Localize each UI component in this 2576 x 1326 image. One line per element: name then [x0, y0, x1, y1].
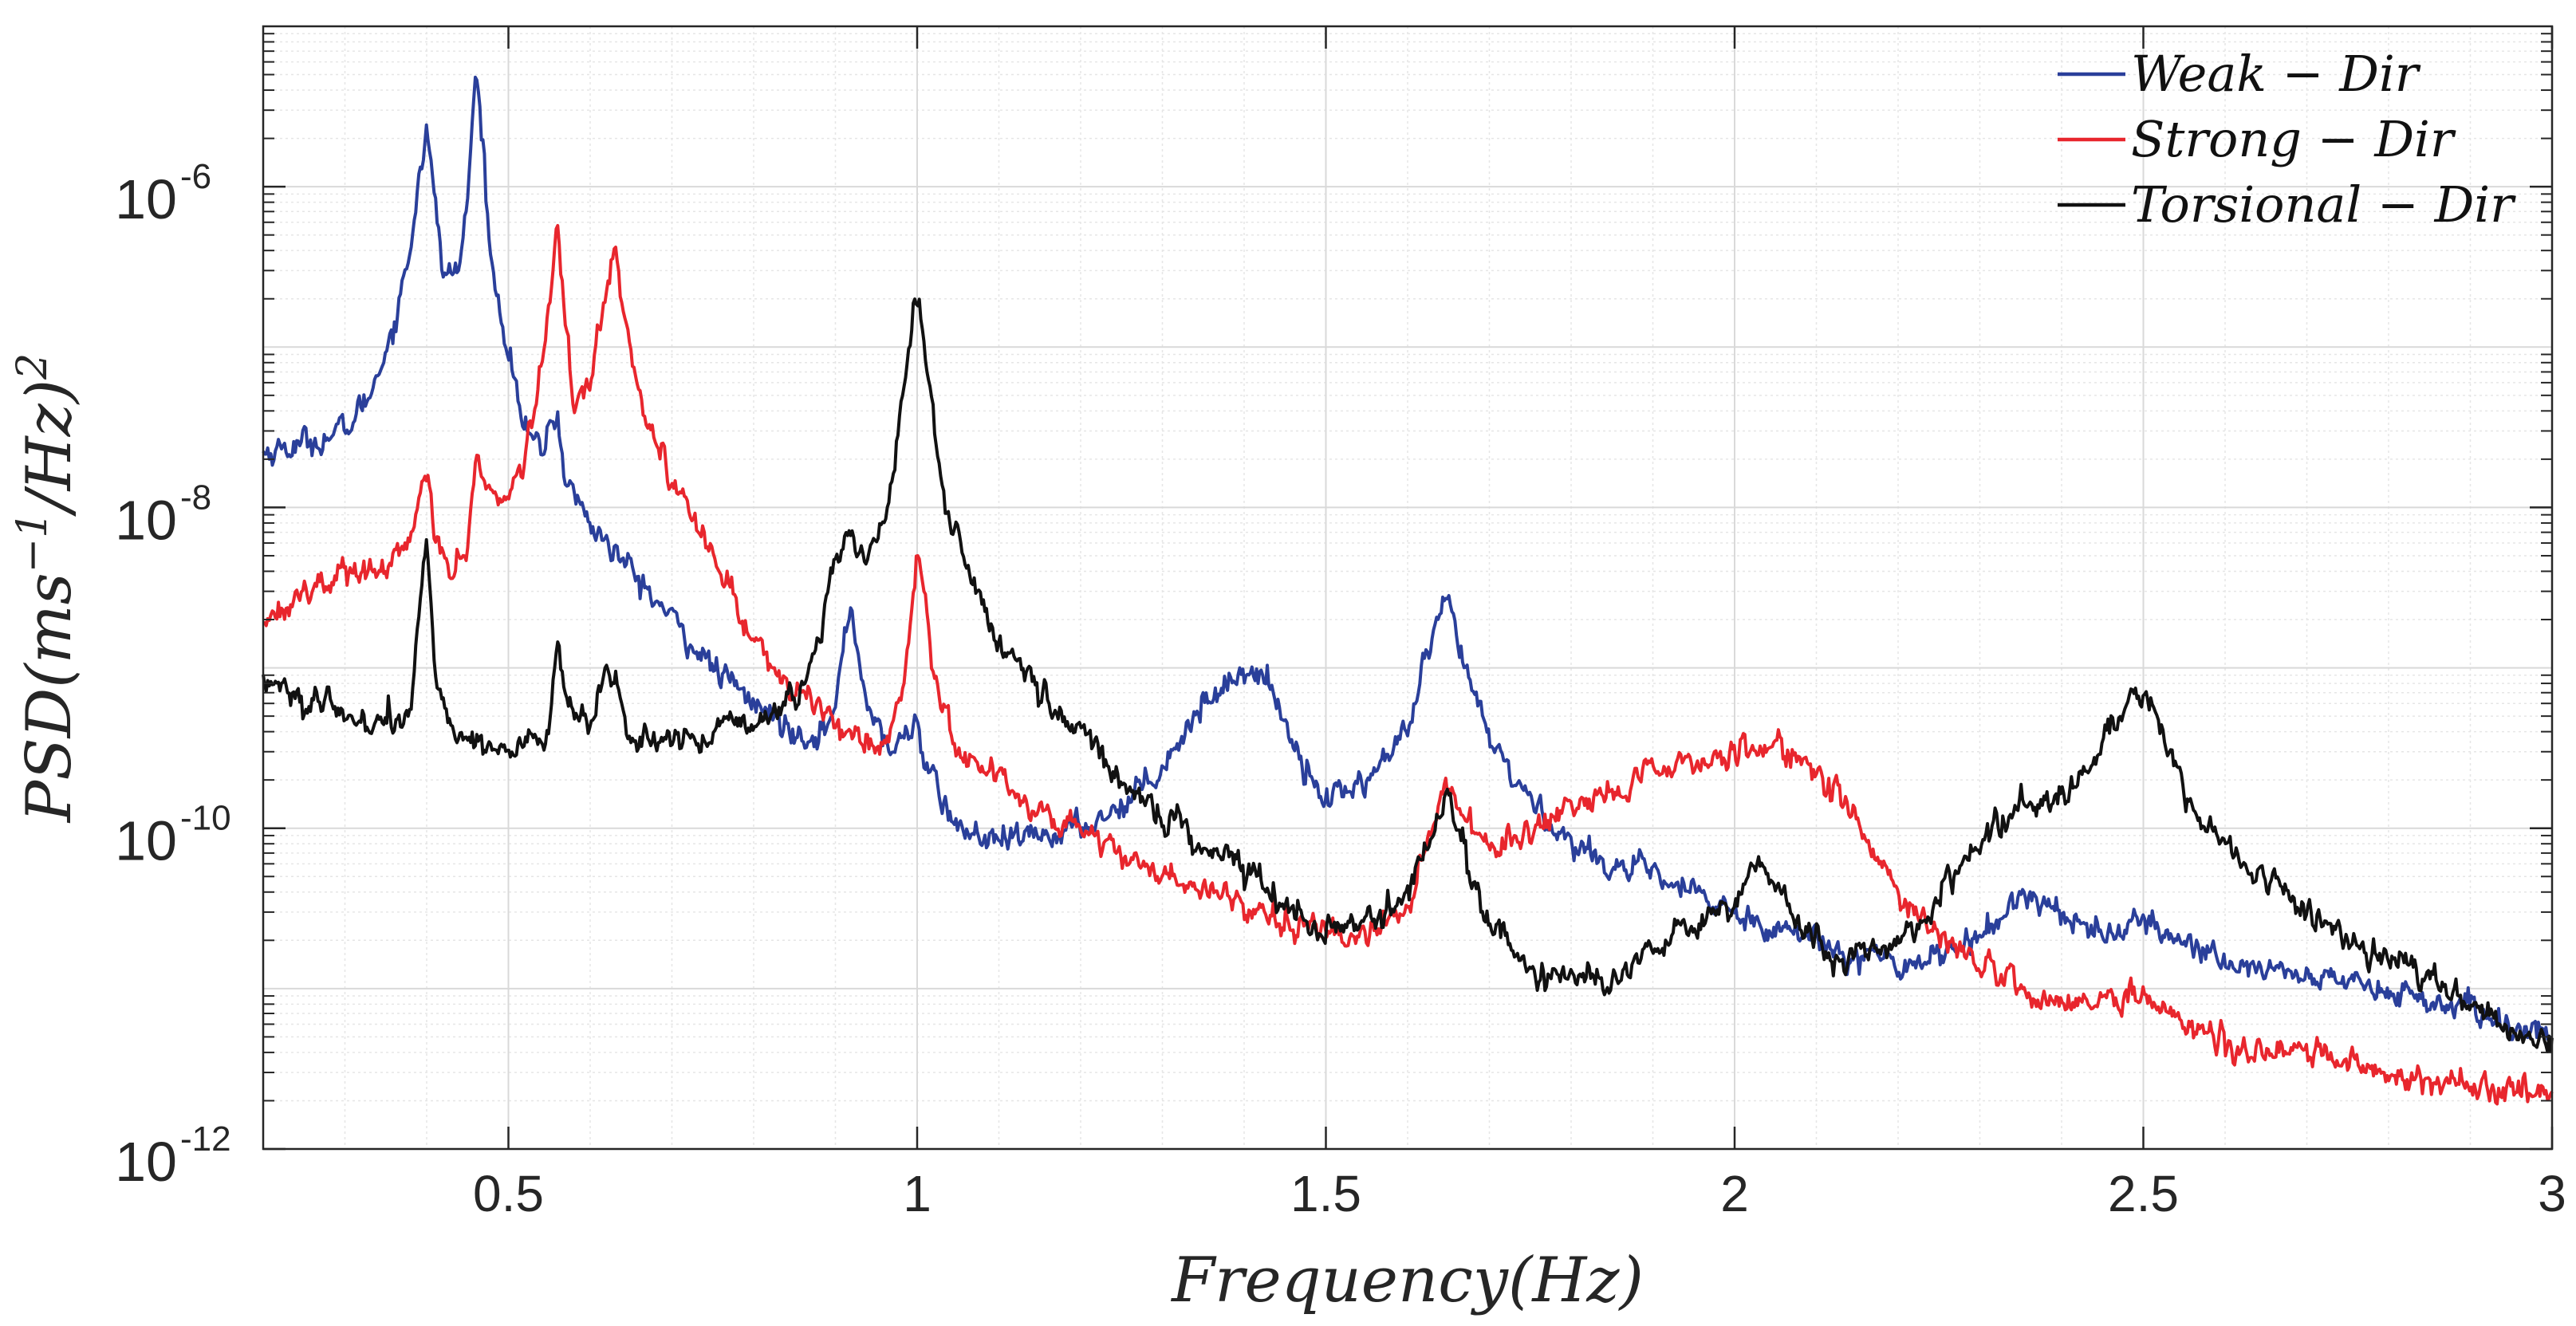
tick-marks: [263, 26, 2554, 1151]
series-line-1: [262, 75, 2554, 1043]
x-axis-label: Frequency(Hz): [1170, 1245, 1644, 1316]
y-tick-label-base: 10: [115, 810, 177, 872]
y-tick-label-base: 10: [115, 168, 177, 230]
y-tick-label: 10 -6: [115, 157, 211, 230]
legend-item-3: Torsional − Dir: [2058, 175, 2516, 234]
x-tick-label: 2.5: [2108, 1165, 2179, 1222]
y-tick-label-exponent: -8: [180, 478, 211, 517]
series-layer: [262, 75, 2554, 1106]
legend-label: Strong − Dir: [2131, 110, 2456, 168]
y-tick-label: 10 -8: [115, 478, 211, 551]
x-tick-label: 0.5: [473, 1165, 544, 1222]
legend-label: Weak − Dir: [2131, 45, 2421, 103]
y-axis-label-sup2: 2: [9, 353, 57, 380]
plot-frame: [262, 25, 2554, 1151]
x-tick-label: 1.5: [1290, 1165, 1361, 1222]
y-axis-label-sup1: −1: [9, 512, 57, 573]
y-tick-label-base: 10: [115, 489, 177, 551]
y-tick-label-exponent: -10: [180, 799, 231, 838]
x-tick-label: 2: [1720, 1165, 1749, 1222]
series-line-3: [262, 297, 2554, 1053]
major-grid: [263, 26, 2552, 1149]
x-tick-label: 3: [2538, 1165, 2566, 1222]
svg-text:PSD(ms−1/Hz)2: PSD(ms−1/Hz)2: [9, 353, 85, 824]
y-tick-label: 10 -12: [115, 1119, 230, 1193]
y-tick-label: 10 -10: [115, 799, 230, 872]
x-tick-labels: 0.5 1 1.5 2 2.5 3: [473, 1165, 2566, 1222]
series-line-2: [262, 224, 2554, 1106]
y-tick-label-base: 10: [115, 1131, 177, 1193]
y-tick-label-exponent: -12: [180, 1119, 231, 1159]
y-axis-label-main: PSD(ms: [14, 573, 85, 824]
legend: Weak − Dir Strong − Dir Torsional − Dir: [2058, 45, 2516, 234]
y-axis-label-mid: /Hz): [14, 380, 85, 517]
minor-grid: [263, 26, 2552, 1149]
legend-item-1: Weak − Dir: [2058, 45, 2421, 103]
x-tick-label: 1: [903, 1165, 932, 1222]
y-axis-label: PSD(ms−1/Hz)2: [9, 353, 85, 824]
legend-label: Torsional − Dir: [2131, 175, 2516, 234]
y-tick-label-exponent: -6: [180, 157, 211, 196]
legend-item-2: Strong − Dir: [2058, 110, 2456, 168]
